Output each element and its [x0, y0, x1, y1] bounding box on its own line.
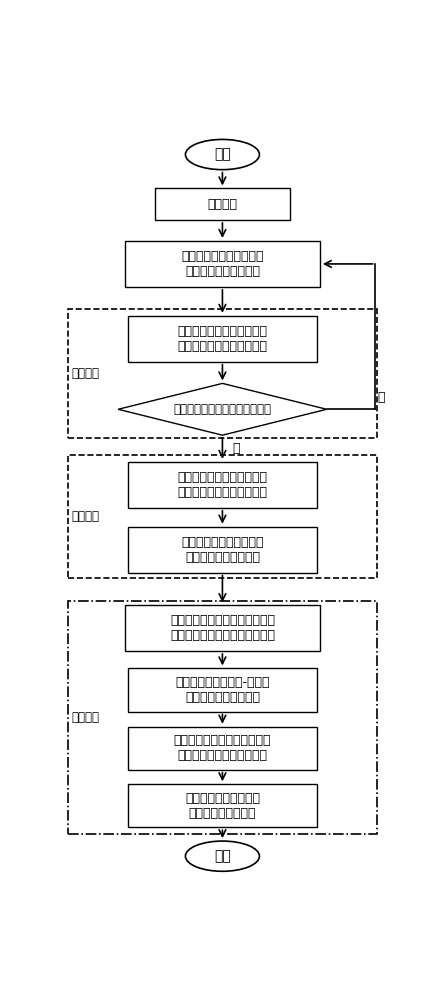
FancyBboxPatch shape [128, 527, 317, 573]
Text: 采集信号：得到第一和第
二振动加速度时域序列: 采集信号：得到第一和第 二振动加速度时域序列 [181, 250, 264, 278]
Text: 绘制极坐标下的角度-加速度
振幅的角域振动曲线图: 绘制极坐标下的角度-加速度 振幅的角域振动曲线图 [175, 676, 270, 704]
FancyBboxPatch shape [155, 188, 290, 220]
FancyBboxPatch shape [128, 668, 317, 712]
FancyBboxPatch shape [128, 784, 317, 827]
FancyBboxPatch shape [125, 605, 320, 651]
Text: 安装设备: 安装设备 [207, 198, 237, 211]
Ellipse shape [185, 841, 260, 871]
Text: 对第一振动加速度时域序列
高通滤波后计算其特征参数: 对第一振动加速度时域序列 高通滤波后计算其特征参数 [178, 325, 267, 353]
FancyBboxPatch shape [128, 727, 317, 770]
Text: 是: 是 [233, 442, 240, 455]
Text: 否: 否 [377, 391, 385, 404]
Text: 特征参数与是否超出正常阈值？: 特征参数与是否超出正常阈值？ [174, 403, 271, 416]
FancyBboxPatch shape [125, 241, 320, 287]
Text: 开始: 开始 [214, 148, 231, 162]
Text: 以均方根值作为评价指
标判断故障变化情况: 以均方根值作为评价指 标判断故障变化情况 [185, 792, 260, 820]
Text: 频域分析: 频域分析 [72, 510, 100, 523]
FancyBboxPatch shape [128, 316, 317, 362]
FancyBboxPatch shape [128, 462, 317, 508]
Ellipse shape [185, 139, 260, 170]
Text: 划定承载区，计算承载区内的
振动加速度振幅的均方根值: 划定承载区，计算承载区内的 振动加速度振幅的均方根值 [174, 734, 271, 762]
Text: 角域分析: 角域分析 [72, 711, 100, 724]
Polygon shape [118, 383, 327, 435]
Text: 时域分析: 时域分析 [72, 367, 100, 380]
Text: 将角度信息和第二振动加速度时
域序列的振幅信号转换为极坐标: 将角度信息和第二振动加速度时 域序列的振幅信号转换为极坐标 [170, 614, 275, 642]
Text: 确定故障特征频率区段，
判断轴承具体故障部位: 确定故障特征频率区段， 判断轴承具体故障部位 [181, 536, 264, 564]
Text: 结束: 结束 [214, 849, 231, 863]
Text: 用共振解调法分析第一振动
加速度时域序列的振幅信号: 用共振解调法分析第一振动 加速度时域序列的振幅信号 [178, 471, 267, 499]
